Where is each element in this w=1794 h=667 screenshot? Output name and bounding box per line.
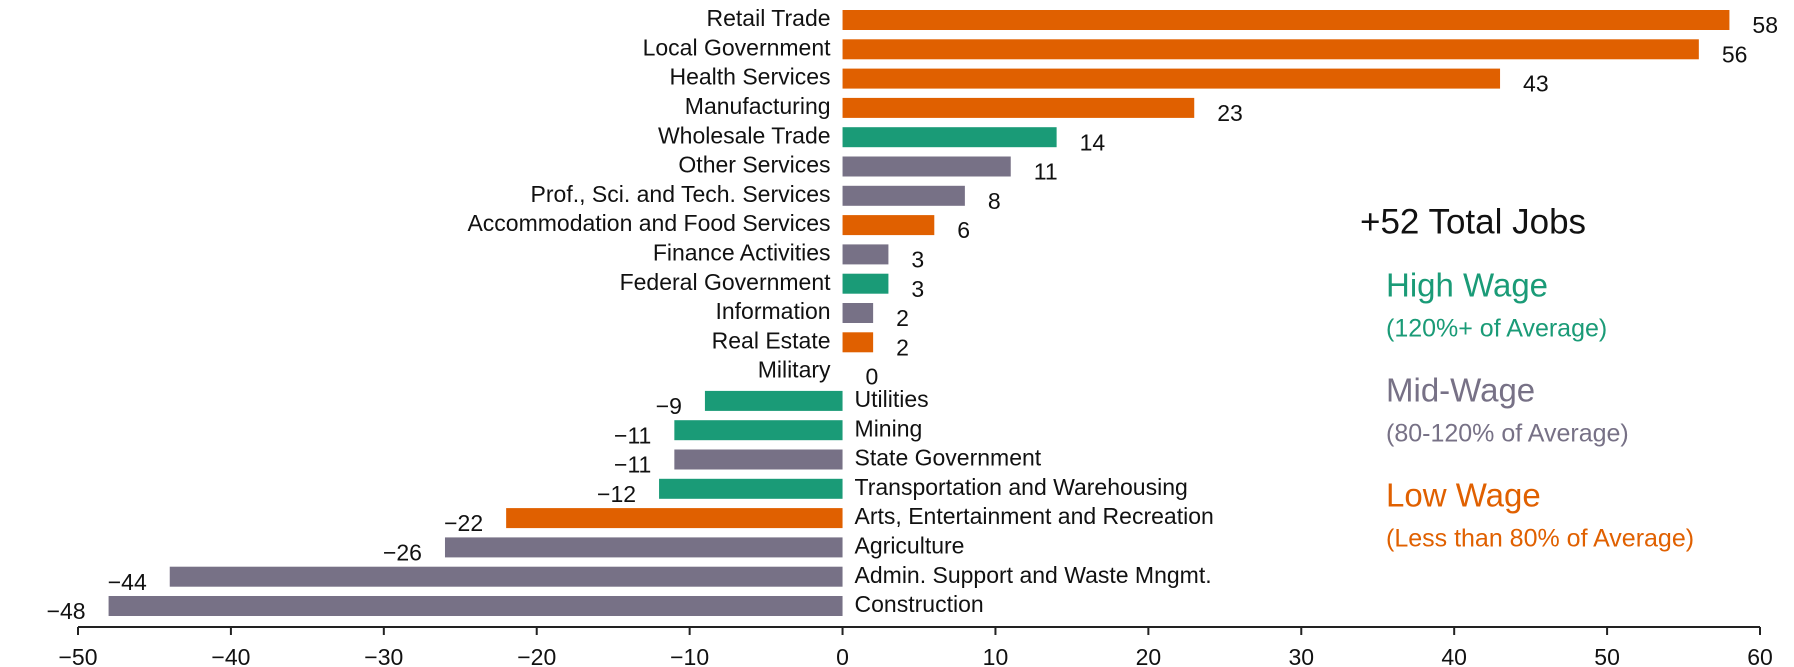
category-label: Finance Activities xyxy=(653,239,831,265)
bar xyxy=(842,215,935,236)
category-label: Prof., Sci. and Tech. Services xyxy=(531,181,831,207)
category-label: Accommodation and Food Services xyxy=(467,210,830,236)
x-tick-label: −30 xyxy=(364,644,403,667)
bar xyxy=(842,303,874,323)
value-label: 0 xyxy=(866,364,879,390)
value-label: −12 xyxy=(597,481,636,507)
value-label: 11 xyxy=(1034,159,1058,185)
x-tick-label: 30 xyxy=(1288,644,1314,667)
category-label: Arts, Entertainment and Recreation xyxy=(855,503,1214,529)
value-label: 3 xyxy=(911,246,924,272)
category-label: Manufacturing xyxy=(685,93,831,119)
value-label: −22 xyxy=(444,510,483,536)
category-label: Agriculture xyxy=(855,532,965,558)
category-label: Transportation and Warehousing xyxy=(855,474,1188,500)
x-tick-label: 50 xyxy=(1594,644,1620,667)
legend-note: (120%+ of Average) xyxy=(1386,315,1607,343)
bar xyxy=(842,156,1011,177)
category-label: Information xyxy=(715,298,830,324)
value-label: 3 xyxy=(911,276,924,302)
category-label: Admin. Support and Waste Mngmt. xyxy=(855,562,1212,588)
bar xyxy=(674,420,843,441)
category-label: Federal Government xyxy=(620,269,832,295)
category-label: Construction xyxy=(855,591,984,617)
value-label: −26 xyxy=(383,539,422,565)
bar xyxy=(842,185,965,206)
bar xyxy=(444,537,843,558)
value-label: −44 xyxy=(108,569,147,595)
value-label: 58 xyxy=(1752,12,1778,38)
x-tick-label: 40 xyxy=(1441,644,1467,667)
bar xyxy=(659,478,843,499)
value-label: −11 xyxy=(614,452,651,478)
bar xyxy=(842,273,889,294)
value-label: 56 xyxy=(1722,41,1748,67)
bar xyxy=(842,127,1057,148)
bar xyxy=(842,332,874,353)
value-label: −11 xyxy=(614,422,651,448)
bar xyxy=(108,596,843,616)
x-tick-label: −50 xyxy=(58,644,97,667)
category-label: Local Government xyxy=(643,34,832,60)
category-label: Wholesale Trade xyxy=(658,122,831,148)
x-tick-label: −10 xyxy=(670,644,709,667)
annotation: +52 Total Jobs xyxy=(1360,202,1586,241)
x-tick-label: −40 xyxy=(211,644,250,667)
value-label: −9 xyxy=(656,393,682,419)
legend-note: (Less than 80% of Average) xyxy=(1386,525,1694,553)
bar xyxy=(842,244,889,265)
x-tick-label: −20 xyxy=(517,644,556,667)
bar xyxy=(704,390,843,411)
bar xyxy=(842,10,1730,30)
bar xyxy=(169,566,843,587)
x-tick-label: 10 xyxy=(983,644,1009,667)
legend-name: High Wage xyxy=(1386,267,1548,304)
bar xyxy=(842,68,1501,89)
value-label: 23 xyxy=(1217,100,1243,126)
bar xyxy=(842,97,1195,118)
category-label: Mining xyxy=(855,415,923,441)
category-label: Health Services xyxy=(669,64,830,90)
x-tick-label: 60 xyxy=(1747,644,1773,667)
value-label: 8 xyxy=(988,188,1001,214)
category-label: Real Estate xyxy=(712,327,831,353)
category-label: Military xyxy=(758,357,831,383)
legend-name: Low Wage xyxy=(1386,477,1541,514)
category-label: Utilities xyxy=(855,386,929,412)
bar xyxy=(674,449,843,470)
value-label: 6 xyxy=(957,217,970,243)
x-tick-label: 20 xyxy=(1136,644,1162,667)
value-label: 2 xyxy=(896,334,909,360)
category-label: Retail Trade xyxy=(707,5,831,31)
bar xyxy=(506,508,843,529)
bar xyxy=(842,39,1699,60)
value-label: 43 xyxy=(1523,71,1549,97)
value-label: 2 xyxy=(896,305,909,331)
legend-note: (80-120% of Average) xyxy=(1386,420,1629,448)
x-tick-label: 0 xyxy=(836,644,849,667)
value-label: −48 xyxy=(47,598,86,624)
category-label: State Government xyxy=(855,445,1042,471)
category-label: Other Services xyxy=(678,152,830,178)
value-label: 14 xyxy=(1080,129,1106,155)
legend-name: Mid-Wage xyxy=(1386,372,1535,409)
